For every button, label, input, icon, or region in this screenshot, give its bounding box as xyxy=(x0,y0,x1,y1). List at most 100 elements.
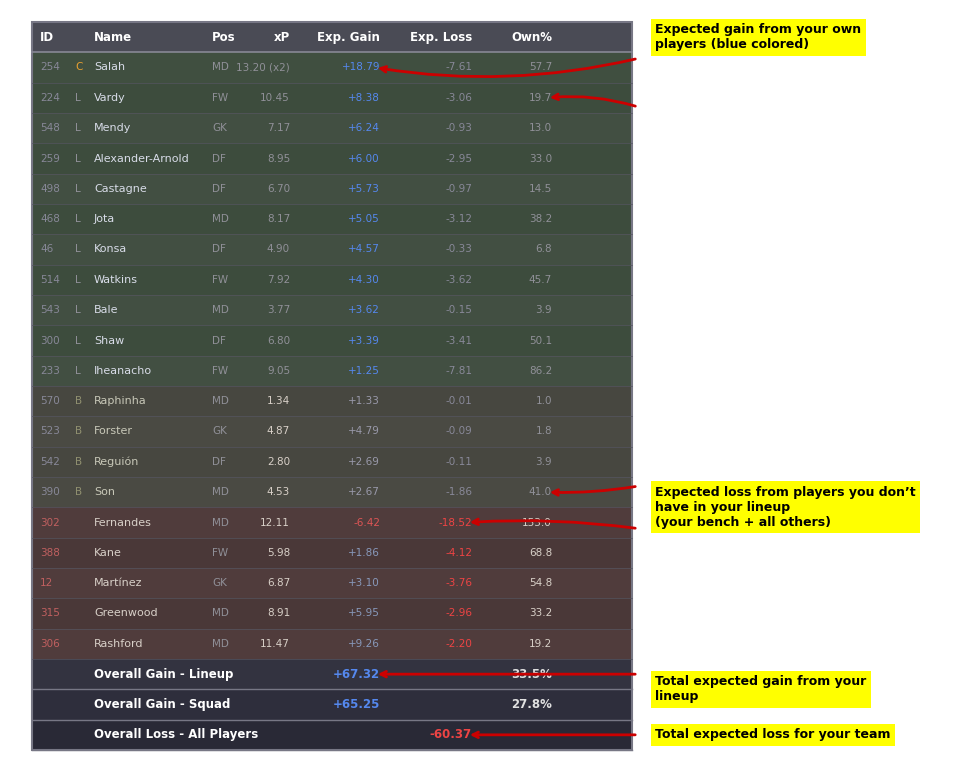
Text: 390: 390 xyxy=(40,487,60,497)
Text: Expected gain from your own
players (blue colored): Expected gain from your own players (blu… xyxy=(655,23,860,51)
Text: 300: 300 xyxy=(40,335,60,345)
Text: 54.8: 54.8 xyxy=(529,578,551,588)
Text: +4.30: +4.30 xyxy=(348,275,380,285)
Bar xyxy=(32,265,631,295)
Text: +2.67: +2.67 xyxy=(348,487,380,497)
Text: MD: MD xyxy=(212,487,229,497)
Text: DF: DF xyxy=(212,335,226,345)
Text: Martínez: Martínez xyxy=(94,578,143,588)
Text: Watkins: Watkins xyxy=(94,275,138,285)
Text: -2.95: -2.95 xyxy=(445,153,472,163)
Text: FW: FW xyxy=(212,275,228,285)
Text: +1.33: +1.33 xyxy=(348,397,380,407)
Text: MD: MD xyxy=(212,397,229,407)
Bar xyxy=(32,629,631,659)
Text: Overall Gain - Squad: Overall Gain - Squad xyxy=(94,698,231,711)
Text: 542: 542 xyxy=(40,457,60,467)
Text: ID: ID xyxy=(40,31,54,44)
Text: GK: GK xyxy=(212,426,227,436)
Text: GK: GK xyxy=(212,123,227,133)
Text: L: L xyxy=(75,93,81,103)
Text: 4.53: 4.53 xyxy=(267,487,290,497)
Text: 233: 233 xyxy=(40,366,60,376)
Text: 254: 254 xyxy=(40,62,60,73)
Text: -2.96: -2.96 xyxy=(445,608,472,618)
Bar xyxy=(32,325,631,356)
Text: L: L xyxy=(75,153,81,163)
Text: DF: DF xyxy=(212,153,226,163)
Text: L: L xyxy=(75,123,81,133)
Text: -0.01: -0.01 xyxy=(445,397,472,407)
Bar xyxy=(32,22,631,750)
Text: 315: 315 xyxy=(40,608,60,618)
Bar xyxy=(32,598,631,629)
Text: xP: xP xyxy=(274,31,290,44)
Text: 7.92: 7.92 xyxy=(267,275,290,285)
Text: 45.7: 45.7 xyxy=(529,275,551,285)
Text: -3.06: -3.06 xyxy=(445,93,472,103)
Text: 38.2: 38.2 xyxy=(529,214,551,224)
Text: 19.7: 19.7 xyxy=(529,93,551,103)
Text: L: L xyxy=(75,335,81,345)
Text: 13.20 (x2): 13.20 (x2) xyxy=(236,62,290,73)
Text: +6.00: +6.00 xyxy=(348,153,380,163)
Text: +18.79: +18.79 xyxy=(341,62,380,73)
Text: -6.42: -6.42 xyxy=(353,518,380,528)
Text: 543: 543 xyxy=(40,305,60,315)
Text: Expected loss from players you don’t
have in your lineup
(your bench + all other: Expected loss from players you don’t hav… xyxy=(655,486,914,528)
Bar xyxy=(32,143,631,173)
Text: 5.98: 5.98 xyxy=(267,548,290,558)
Text: -0.93: -0.93 xyxy=(445,123,472,133)
Text: Iheanacho: Iheanacho xyxy=(94,366,152,376)
Text: Overall Gain - Lineup: Overall Gain - Lineup xyxy=(94,667,234,680)
Text: 302: 302 xyxy=(40,518,60,528)
Text: 33.5%: 33.5% xyxy=(511,667,551,680)
Text: +2.69: +2.69 xyxy=(348,457,380,467)
Text: B: B xyxy=(75,457,82,467)
Text: 33.0: 33.0 xyxy=(529,153,551,163)
Text: -7.61: -7.61 xyxy=(445,62,472,73)
Text: 86.2: 86.2 xyxy=(529,366,551,376)
Text: Exp. Loss: Exp. Loss xyxy=(409,31,472,44)
Text: DF: DF xyxy=(212,184,226,194)
Text: -7.81: -7.81 xyxy=(445,366,472,376)
Text: L: L xyxy=(75,366,81,376)
Text: 68.8: 68.8 xyxy=(529,548,551,558)
Text: MD: MD xyxy=(212,305,229,315)
Text: 50.1: 50.1 xyxy=(529,335,551,345)
Bar xyxy=(32,295,631,325)
Text: FW: FW xyxy=(212,366,228,376)
Text: Mendy: Mendy xyxy=(94,123,131,133)
Bar xyxy=(32,446,631,477)
Text: -1.86: -1.86 xyxy=(445,487,472,497)
Text: -0.15: -0.15 xyxy=(445,305,472,315)
Text: +1.25: +1.25 xyxy=(348,366,380,376)
Bar xyxy=(32,22,631,52)
Text: Salah: Salah xyxy=(94,62,125,73)
Text: Total expected gain from your
lineup: Total expected gain from your lineup xyxy=(655,675,866,703)
Text: 2.80: 2.80 xyxy=(267,457,290,467)
Bar xyxy=(32,690,631,719)
Text: -0.33: -0.33 xyxy=(445,245,472,255)
Text: Total expected loss for your team: Total expected loss for your team xyxy=(655,729,890,742)
Text: Kane: Kane xyxy=(94,548,122,558)
Text: 1.0: 1.0 xyxy=(535,397,551,407)
Text: Konsa: Konsa xyxy=(94,245,127,255)
Bar xyxy=(32,568,631,598)
Text: 12.11: 12.11 xyxy=(260,518,290,528)
Text: GK: GK xyxy=(212,578,227,588)
Text: MD: MD xyxy=(212,639,229,649)
Text: 41.0: 41.0 xyxy=(529,487,551,497)
Text: 9.05: 9.05 xyxy=(267,366,290,376)
Bar xyxy=(32,719,631,750)
Text: 306: 306 xyxy=(40,639,60,649)
Bar xyxy=(32,477,631,507)
Text: 12: 12 xyxy=(40,578,53,588)
Text: 8.91: 8.91 xyxy=(267,608,290,618)
Text: 1.34: 1.34 xyxy=(267,397,290,407)
Text: Reguión: Reguión xyxy=(94,456,140,467)
Text: B: B xyxy=(75,426,82,436)
Text: +4.79: +4.79 xyxy=(348,426,380,436)
Text: MD: MD xyxy=(212,518,229,528)
Text: 153.0: 153.0 xyxy=(522,518,551,528)
